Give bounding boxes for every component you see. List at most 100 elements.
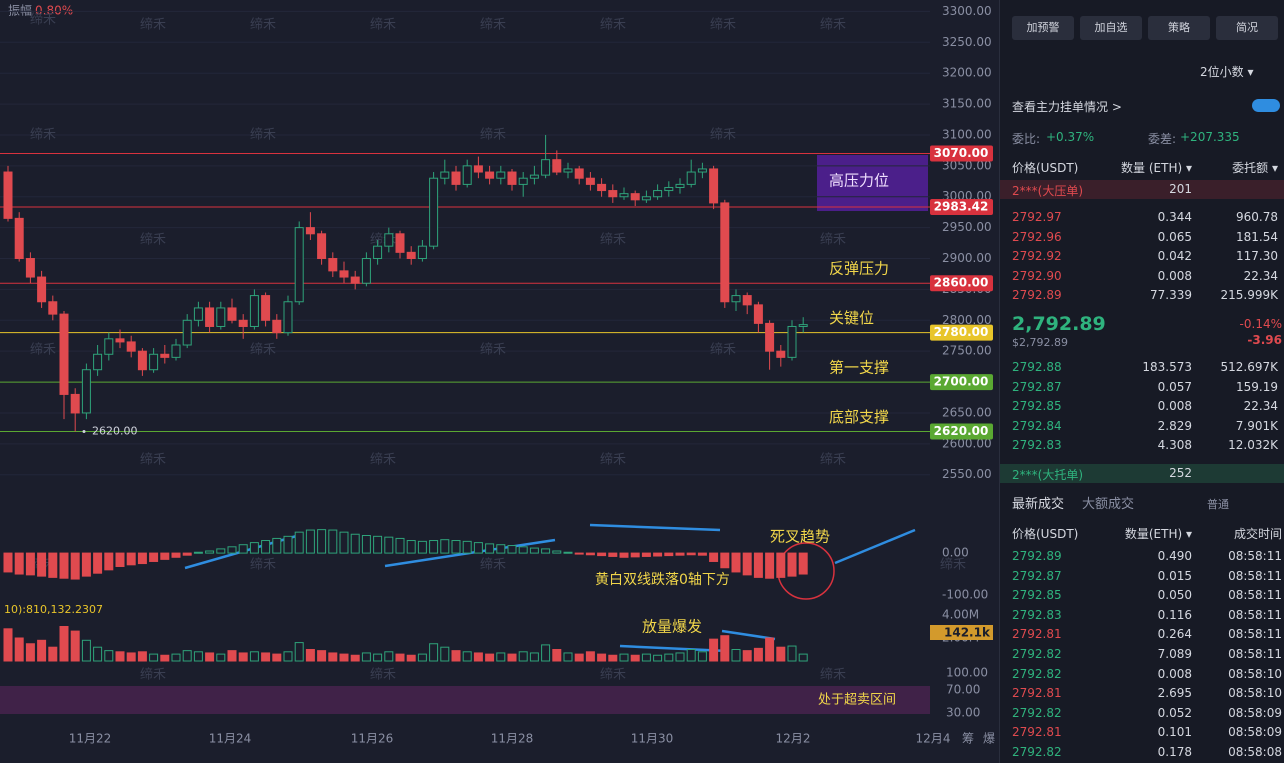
volume-current: 142.1k (944, 626, 991, 640)
level-note: 高压力位 (829, 172, 889, 190)
volume-bar (765, 637, 775, 662)
cell: 512.697K (1220, 360, 1279, 374)
rsi-note: 处于超卖区间 (818, 693, 896, 708)
volume-bar (451, 650, 461, 662)
watermark: 缔禾 (480, 17, 506, 33)
macd-bar (238, 544, 248, 554)
cell: 12.032K (1228, 438, 1278, 452)
macd-bar (518, 546, 528, 554)
candle-body (641, 196, 651, 201)
y-tick-label: 3100.00 (942, 127, 992, 141)
last-price: 2,792.89 (1012, 313, 1106, 335)
candle-body (619, 193, 629, 198)
button[interactable]: 加自选 (1080, 16, 1142, 40)
volume-bar (395, 653, 405, 662)
tab[interactable]: 大额成交 (1082, 497, 1135, 512)
button[interactable]: 简况 (1216, 16, 1278, 40)
volume-bar (507, 653, 517, 662)
main-orders: 查看主力挂单情况 > (1012, 100, 1122, 114)
volume-bar (597, 653, 607, 662)
volume-bar (37, 639, 47, 662)
button[interactable]: 策略 (1148, 16, 1210, 40)
rsi-oversold-band (0, 686, 930, 714)
cell: 08:58:11 (1228, 627, 1282, 642)
cell: 2792.90 (1012, 268, 1062, 283)
macd-bar (619, 552, 629, 558)
macd-bar (709, 552, 719, 562)
volume-bar (529, 652, 539, 662)
button[interactable]: 加预警 (1012, 16, 1074, 40)
volume-bar (81, 639, 91, 662)
candle-body (406, 251, 416, 260)
macd-bar (126, 552, 136, 566)
volume-bar (104, 650, 114, 662)
volume-bar (115, 651, 125, 662)
cell: 0.101 (1157, 725, 1192, 740)
macd-bar (171, 552, 181, 558)
macd-bar (227, 546, 237, 554)
volume-bar (485, 653, 495, 662)
candle-body (182, 319, 192, 346)
candle-body (574, 168, 584, 179)
cell: 117.30 (1236, 249, 1278, 263)
candle-body (104, 338, 114, 355)
y-tick-label: 2900.00 (942, 251, 992, 265)
cell: 成交时间 (1233, 527, 1282, 541)
macd-bar (350, 533, 360, 554)
volume-bar (48, 646, 58, 662)
diff-label: 委差: (1148, 132, 1177, 146)
cell: 0.052 (1157, 705, 1192, 720)
cell: 2792.87 (1012, 379, 1062, 394)
watermark: 缔禾 (480, 557, 506, 573)
macd-bar (462, 540, 472, 554)
volume-bar (70, 630, 80, 662)
candle-body (787, 325, 797, 358)
candle-body (171, 344, 181, 358)
volume-bar (641, 653, 651, 662)
cell: 0.490 (1157, 549, 1192, 563)
diff: +207.335 (1180, 130, 1240, 144)
cell: 0.057 (1157, 379, 1192, 394)
macd-bar (261, 540, 271, 554)
volume-bar (630, 654, 640, 662)
macd-bar (305, 529, 315, 554)
macd-bar (541, 548, 551, 554)
cell: 0.042 (1157, 249, 1192, 263)
cell: 7.901K (1235, 418, 1278, 433)
cell: 08:58:10 (1228, 686, 1282, 701)
watermark: 缔禾 (140, 232, 166, 248)
volume-bar (317, 650, 327, 662)
volume-bar (787, 645, 797, 662)
cell: 2.695 (1157, 686, 1192, 701)
cell: 2792.82 (1012, 647, 1062, 661)
candle-body (776, 350, 786, 358)
macd-bar (328, 529, 338, 554)
candle-body (686, 171, 696, 185)
cell: 0.008 (1157, 399, 1192, 413)
candle-body (25, 258, 35, 278)
watermark: 缔禾 (480, 127, 506, 143)
macd-bar (384, 536, 394, 554)
macd-bar (473, 542, 483, 554)
volume-bar (384, 651, 394, 662)
macd-bar (395, 537, 405, 554)
cell: 0.015 (1157, 568, 1192, 583)
cell: 77.339 (1150, 288, 1192, 302)
macd-bar (93, 552, 103, 574)
cell: 183.573 (1142, 360, 1192, 374)
tab[interactable]: 最新成交 (1012, 497, 1065, 512)
macd-bar (3, 552, 13, 573)
y-tick-label: 3300.00 (942, 4, 992, 18)
macd-bar (104, 552, 114, 571)
candle-body (473, 165, 483, 173)
candle-body (496, 171, 506, 179)
cell: 22.34 (1243, 399, 1278, 413)
candle-body (630, 193, 640, 201)
y-tick-label: 2600.00 (942, 436, 992, 450)
volume-bar (59, 626, 69, 662)
big-ask-row (1000, 180, 1284, 199)
watermark: 缔禾 (370, 667, 396, 683)
volume-bar (653, 654, 663, 662)
change: -3.96 (1247, 333, 1282, 347)
cell: 08:58:09 (1228, 705, 1282, 720)
